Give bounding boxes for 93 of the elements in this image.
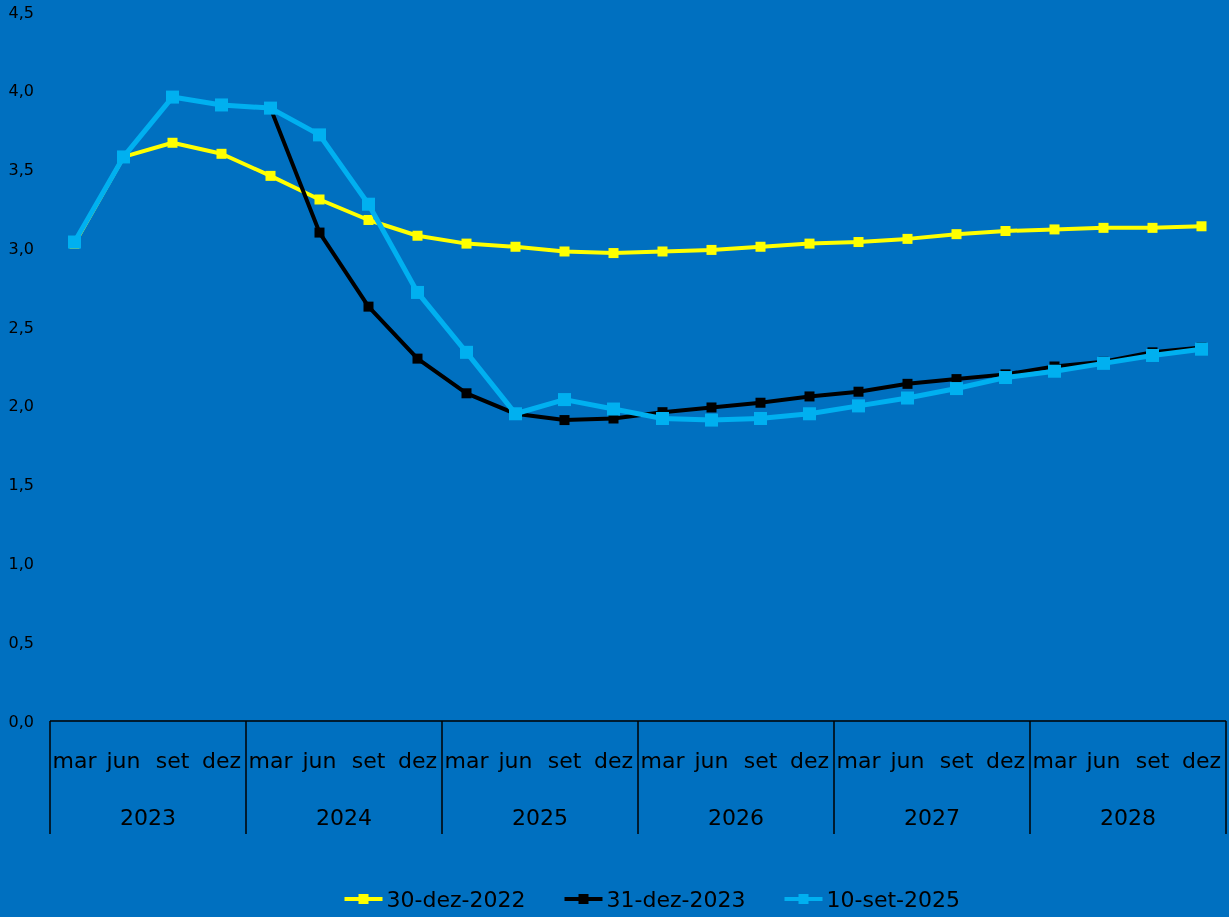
y-tick-label: 3,0 [8, 238, 34, 258]
point [607, 402, 620, 416]
point [608, 248, 619, 259]
point [852, 399, 865, 413]
x-tick-label: jun [497, 748, 533, 773]
point [803, 407, 816, 421]
x-tick-label: mar [1032, 748, 1078, 773]
point [363, 301, 374, 312]
point [1049, 224, 1060, 235]
point [853, 237, 864, 248]
point [902, 378, 913, 389]
x-tick-label: set [547, 748, 582, 773]
point [705, 413, 718, 427]
y-tick-label: 4,5 [8, 2, 34, 22]
point [951, 229, 962, 240]
point [755, 397, 766, 408]
point [1048, 364, 1061, 378]
point [461, 238, 472, 249]
x-tick-label: dez [397, 748, 438, 773]
x-tick-label: set [155, 748, 190, 773]
point [166, 90, 179, 104]
x-tick-label: set [743, 748, 778, 773]
point [362, 197, 375, 211]
y-tick-label: 1,5 [8, 475, 34, 495]
x-tick-label: mar [248, 748, 294, 773]
point [853, 386, 864, 397]
point [950, 382, 963, 396]
text: 2026 [708, 805, 764, 830]
x-tick-label: jun [105, 748, 141, 773]
x-tick-label: dez [593, 748, 634, 773]
legend-label: 10-set-2025 [826, 886, 960, 912]
x-tick-label: dez [201, 748, 242, 773]
x-tick-label: mar [52, 748, 98, 773]
x-tick-label: mar [836, 748, 882, 773]
point [804, 238, 815, 249]
point [461, 388, 472, 399]
x-tick-label: jun [889, 748, 925, 773]
point [656, 411, 669, 425]
x-tick-label: jun [301, 748, 337, 773]
point [510, 241, 521, 252]
point [559, 415, 570, 426]
x-tick-label: jun [1085, 748, 1121, 773]
x-tick-label: set [1135, 748, 1170, 773]
point [1196, 221, 1207, 232]
y-tick-label: 0,0 [8, 711, 34, 731]
point [558, 393, 571, 407]
legend-label: 31-dez-2023 [606, 886, 746, 912]
point [363, 214, 374, 225]
y-tick-label: 3,5 [8, 160, 34, 180]
point [902, 233, 913, 244]
text: 2024 [316, 805, 372, 830]
point [1000, 226, 1011, 236]
point [265, 170, 276, 181]
point [559, 246, 570, 257]
x-tick-label: dez [789, 748, 830, 773]
point [657, 246, 668, 257]
point [1098, 222, 1109, 233]
text: 2023 [120, 805, 176, 830]
point [706, 244, 717, 255]
x-tick-label: set [351, 748, 386, 773]
point [215, 98, 228, 112]
point [999, 371, 1012, 385]
x-tick-label: mar [444, 748, 490, 773]
y-tick-label: 1,0 [8, 554, 34, 574]
point [314, 227, 325, 238]
text: 2027 [904, 805, 960, 830]
point [411, 285, 424, 299]
point [167, 137, 178, 148]
point [216, 148, 227, 159]
legend-label: 30-dez-2022 [386, 886, 526, 912]
point [901, 391, 914, 405]
y-tick-label: 2,0 [8, 396, 34, 416]
point [460, 345, 473, 359]
point [314, 194, 325, 205]
text: 2025 [512, 805, 568, 830]
x-tick-label: dez [1181, 748, 1222, 773]
x-tick-label: jun [693, 748, 729, 773]
point [706, 402, 717, 413]
point [1147, 222, 1158, 233]
point [1146, 348, 1159, 362]
y-tick-label: 0,5 [8, 632, 34, 652]
x-tick-label: dez [985, 748, 1026, 773]
point [412, 353, 423, 364]
x-tick-label: mar [640, 748, 686, 773]
point [755, 241, 766, 252]
point [804, 391, 815, 402]
point [754, 411, 767, 425]
point [412, 230, 423, 241]
text: 2028 [1100, 805, 1156, 830]
y-tick-label: 2,5 [8, 317, 34, 337]
y-tick-label: 4,0 [8, 81, 34, 101]
x-tick-label: set [939, 748, 974, 773]
point [313, 128, 326, 142]
